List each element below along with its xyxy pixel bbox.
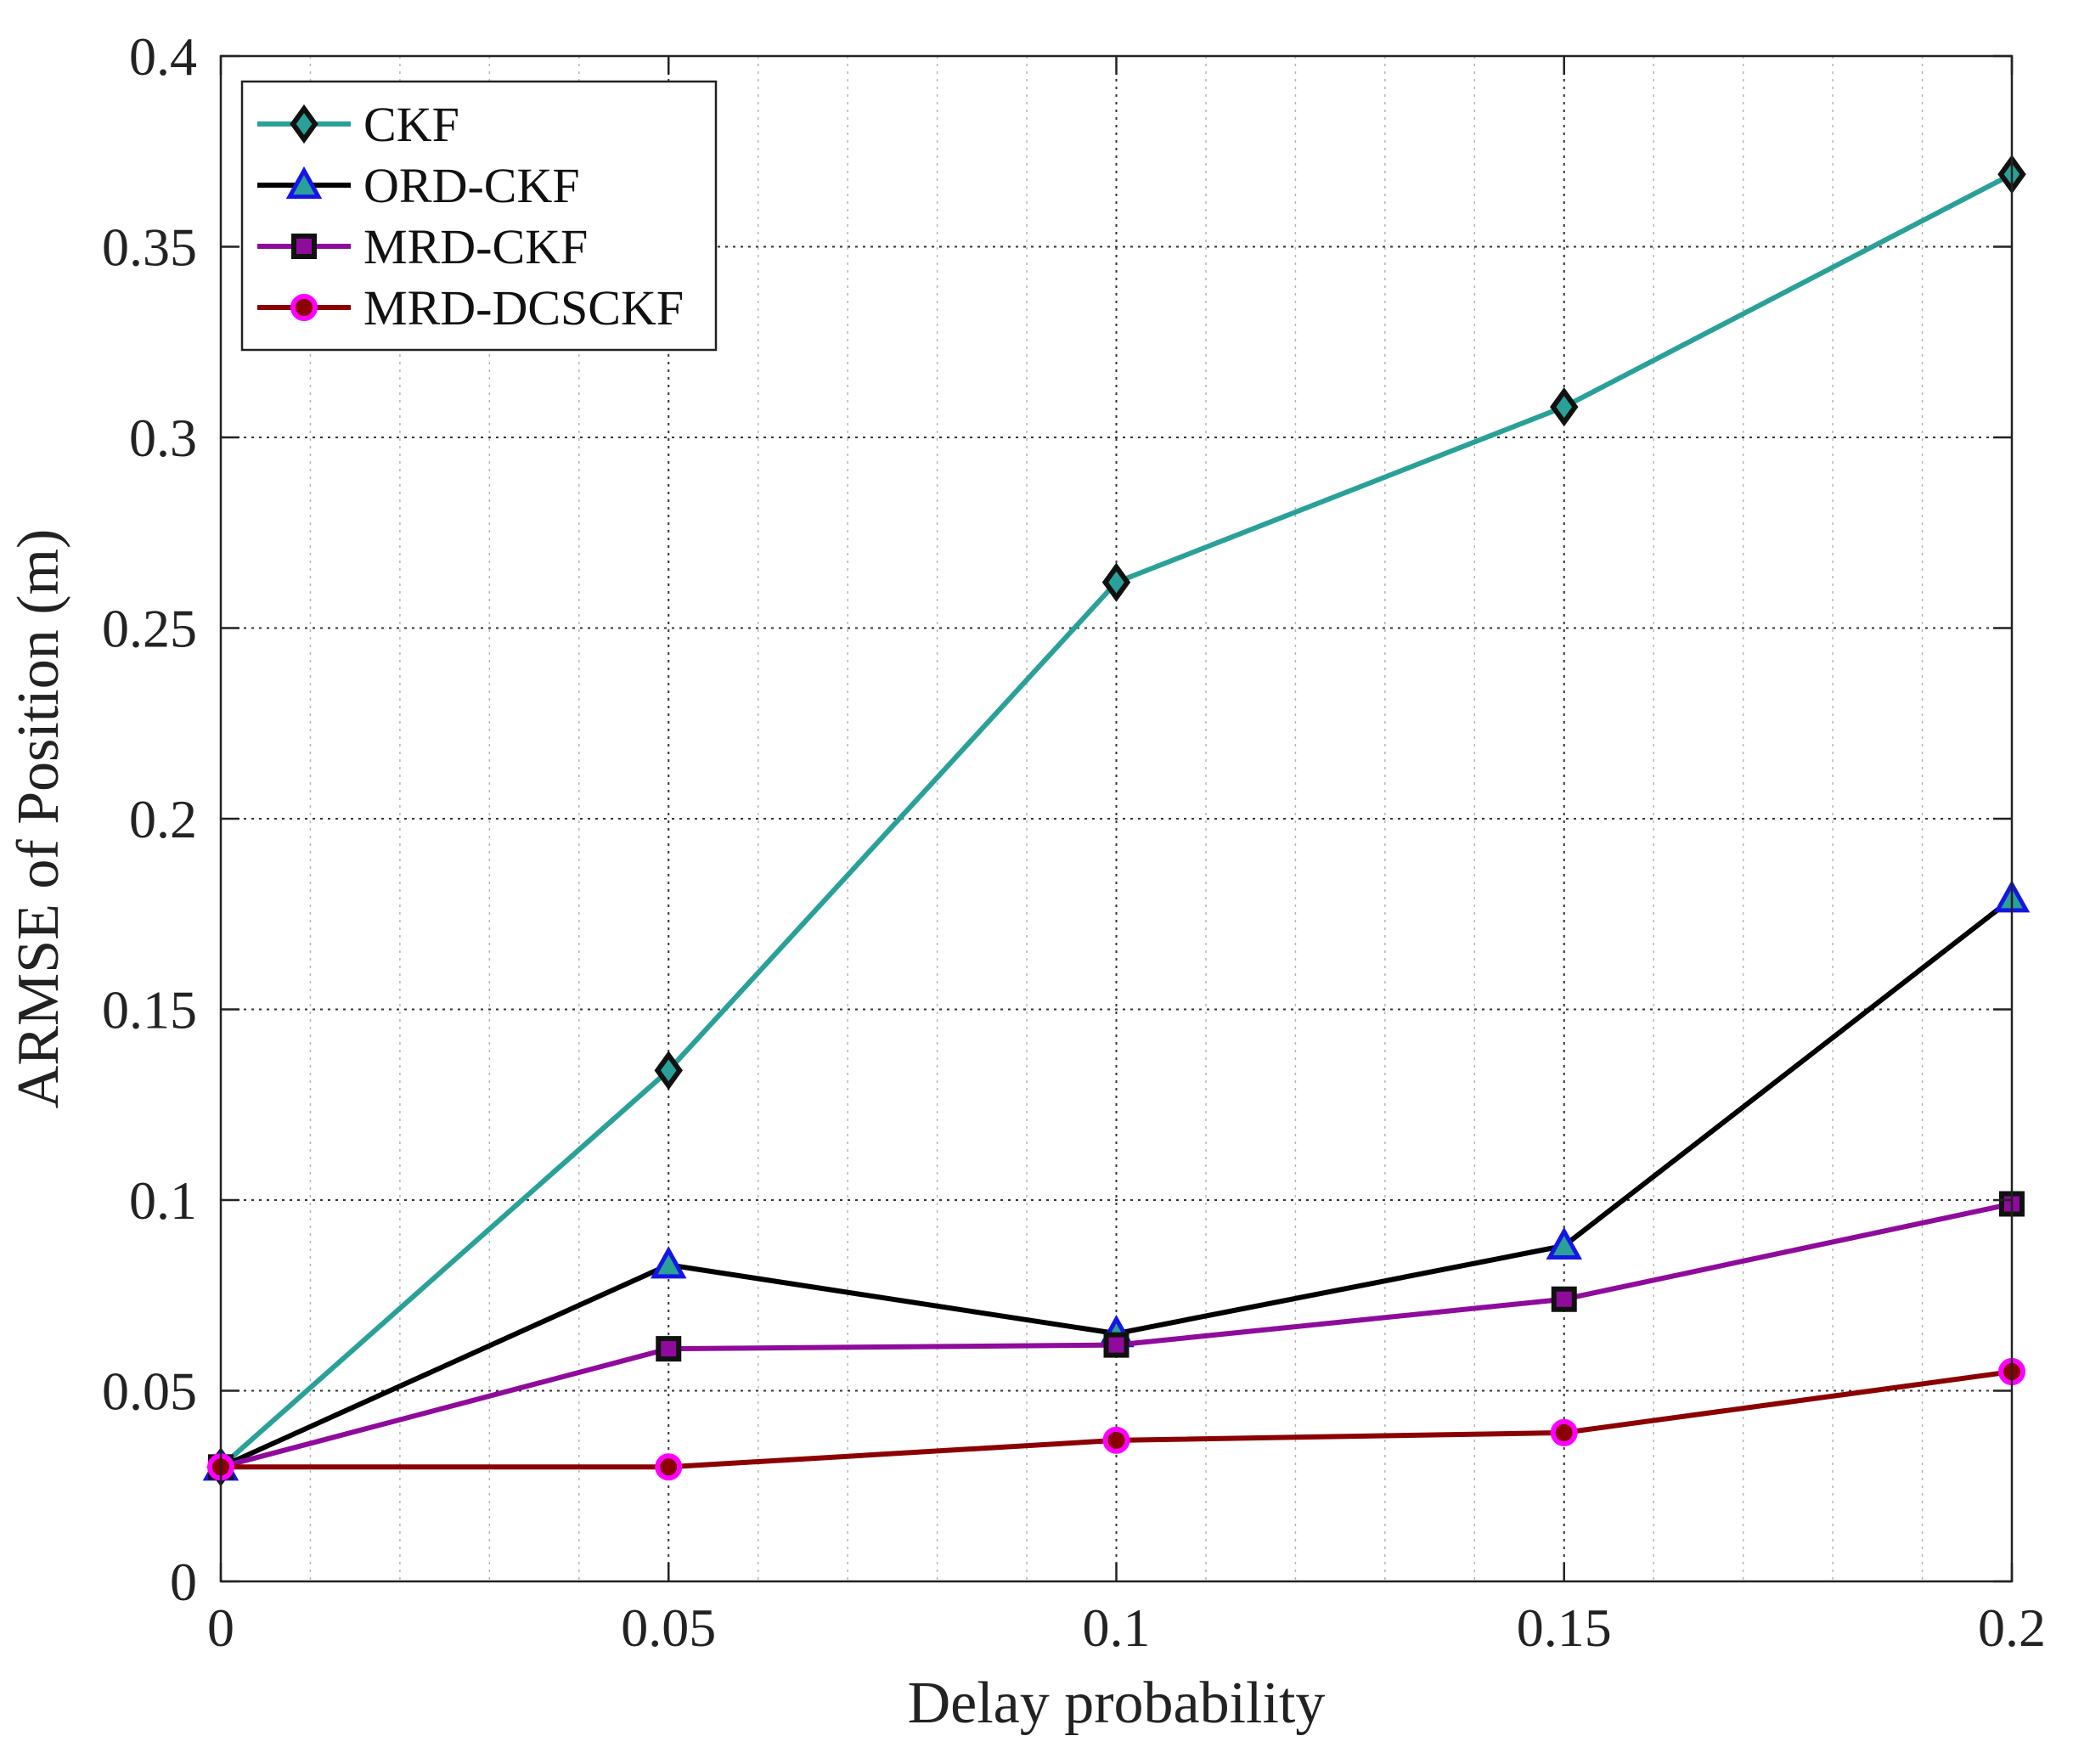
legend-label: ORD-CKF	[363, 158, 580, 213]
legend: CKF ORD-CKF MRD-CKF MRD-DCSCKF	[240, 80, 718, 352]
data-point	[1550, 1418, 1578, 1446]
legend-label: MRD-CKF	[363, 219, 588, 274]
legend-item: CKF	[257, 97, 459, 152]
y-tick-label: 0	[170, 1552, 197, 1612]
x-tick-label: 0	[207, 1598, 234, 1658]
data-point	[1546, 1226, 1582, 1260]
data-point	[655, 1453, 683, 1481]
y-tick-label: 0.2	[129, 789, 197, 849]
x-tick-label: 0.2	[1978, 1598, 2046, 1658]
y-tick-label: 0.15	[102, 980, 197, 1040]
legend-marker	[291, 234, 317, 259]
legend-item: ORD-CKF	[257, 158, 580, 213]
x-tick-label: 0.1	[1083, 1598, 1151, 1658]
legend-item: MRD-DCSCKF	[257, 280, 684, 335]
data-point	[1102, 1426, 1130, 1454]
legend-marker	[290, 294, 318, 321]
data-point	[1103, 1332, 1129, 1358]
data-point	[1550, 386, 1579, 427]
tick-marks	[219, 54, 2014, 1583]
legend-marker	[285, 166, 323, 200]
legend-item: MRD-CKF	[257, 219, 588, 274]
y-tick-label: 0.35	[102, 217, 197, 278]
x-tick-label: 0.05	[621, 1598, 716, 1658]
legend-label: CKF	[363, 97, 459, 152]
x-tick-label: 0.15	[1517, 1598, 1612, 1658]
y-tick-label: 0.25	[102, 599, 197, 659]
y-tick-label: 0.05	[102, 1361, 197, 1422]
data-point	[651, 1246, 687, 1279]
y-tick-label: 0.1	[129, 1170, 197, 1231]
legend-label: MRD-DCSCKF	[363, 280, 684, 335]
y-tick-label: 0.3	[129, 408, 197, 468]
data-point	[654, 1051, 683, 1091]
y-axis-title: ARMSE of Position (m)	[6, 529, 71, 1109]
data-point	[1551, 1286, 1577, 1312]
data-point	[1101, 562, 1131, 602]
legend-marker	[290, 104, 318, 144]
data-point	[656, 1336, 682, 1362]
x-axis-title: Delay probability	[908, 1671, 1326, 1736]
tick-labels: 0 0.05 0.1 0.15 0.2 0 0.05 0.1 0.15 0.2 0.25 0.3 0.3…	[102, 26, 2046, 1658]
y-tick-label: 0.4	[129, 26, 197, 87]
